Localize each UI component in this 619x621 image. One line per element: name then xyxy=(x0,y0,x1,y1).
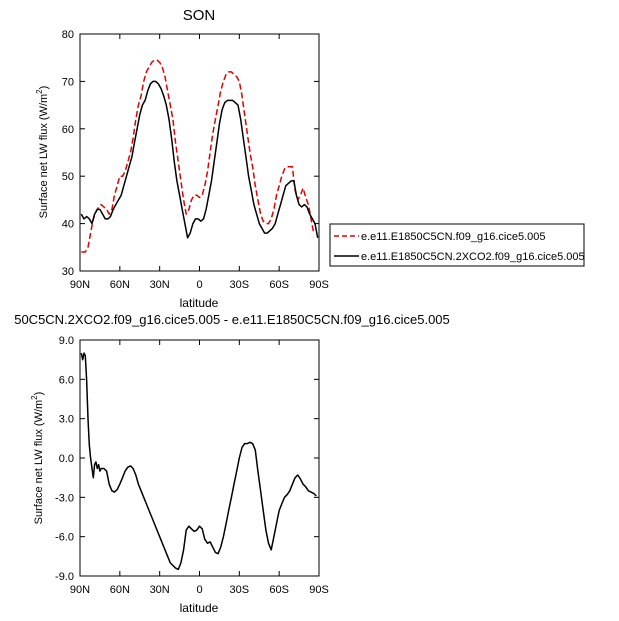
top-y-tick-label: 40 xyxy=(62,219,74,231)
top-chart-title: SON xyxy=(183,7,216,24)
bottom-x-tick-label: 30S xyxy=(230,584,250,596)
bottom-y-tick-label: 9.0 xyxy=(59,335,74,347)
top-series-group xyxy=(80,59,319,253)
bottom-y-tick-label: -3.0 xyxy=(55,492,74,504)
bottom-plot-frame xyxy=(79,339,320,577)
legend-label-control: e.e11.E1850C5CN.f09_g16.cice5.005 xyxy=(361,231,546,243)
top-y-tick-label: 50 xyxy=(62,171,74,183)
bottom-series-line-0 xyxy=(80,352,317,571)
bottom-x-tick-label: 60N xyxy=(110,584,130,596)
top-y-tick-label: 60 xyxy=(62,124,74,136)
bottom-chart: 50C5CN.2XCO2.f09_g16.cice5.005 - e.e11.E… xyxy=(14,312,450,615)
top-x-tick-label: 30N xyxy=(150,279,170,291)
bottom-x-ticks: 90N 60N 30N 0 30S 60S 90S xyxy=(70,340,329,596)
bottom-y-ticks: -9.0 -6.0 -3.0 0.0 3.0 6.0 9.0 xyxy=(55,335,319,583)
bottom-chart-title: 50C5CN.2XCO2.f09_g16.cice5.005 - e.e11.E… xyxy=(14,312,450,327)
bottom-y-axis-label-superscript: 2 xyxy=(30,395,39,400)
top-x-tick-label: 0 xyxy=(196,279,202,291)
bottom-y-tick-label: 3.0 xyxy=(59,414,74,426)
bottom-y-tick-label: -6.0 xyxy=(55,532,74,544)
bottom-y-tick-label: 0.0 xyxy=(59,453,74,465)
top-chart: SON 30 40 50 60 70 80 90N 60N 30N 0 30S 60S 90S lat… xyxy=(35,7,585,310)
bottom-y-tick-label: 6.0 xyxy=(59,374,74,386)
top-y-tick-label: 80 xyxy=(62,29,74,41)
top-y-ticks: 30 40 50 60 70 80 xyxy=(62,29,319,278)
top-y-tick-label: 30 xyxy=(62,266,74,278)
top-x-ticks: 90N 60N 30N 0 30S 60S 90S xyxy=(70,34,329,291)
bottom-x-tick-label: 30N xyxy=(150,584,170,596)
bottom-series-group xyxy=(80,352,317,571)
top-x-tick-label: 60S xyxy=(269,279,289,291)
top-x-tick-label: 90N xyxy=(70,279,90,291)
bottom-y-axis-label: Surface net LW flux (W/m2) xyxy=(30,392,45,525)
legend-box xyxy=(329,223,585,267)
top-y-axis-label: Surface net LW flux (W/m2) xyxy=(35,86,50,219)
legend: e.e11.E1850C5CN.f09_g16.cice5.005 e.e11.… xyxy=(329,223,585,267)
bottom-x-tick-label: 60S xyxy=(269,584,289,596)
top-series-line-0 xyxy=(81,59,315,253)
top-y-axis-label-superscript: 2 xyxy=(35,89,44,94)
bottom-x-tick-label: 0 xyxy=(196,584,202,596)
top-x-tick-label: 30S xyxy=(230,279,250,291)
top-series-line-1 xyxy=(80,80,319,239)
top-x-tick-label: 90S xyxy=(309,279,329,291)
bottom-x-tick-label: 90S xyxy=(309,584,329,596)
top-x-axis-label: latitude xyxy=(180,296,219,310)
legend-label-2xco2: e.e11.E1850C5CN.2XCO2.f09_g16.cice5.005 xyxy=(361,251,585,263)
bottom-y-tick-label: -9.0 xyxy=(55,571,74,583)
bottom-x-tick-label: 90N xyxy=(70,584,90,596)
top-y-tick-label: 70 xyxy=(62,76,74,88)
bottom-x-axis-label: latitude xyxy=(180,601,219,615)
top-plot-frame xyxy=(79,33,320,272)
top-x-tick-label: 60N xyxy=(110,279,130,291)
